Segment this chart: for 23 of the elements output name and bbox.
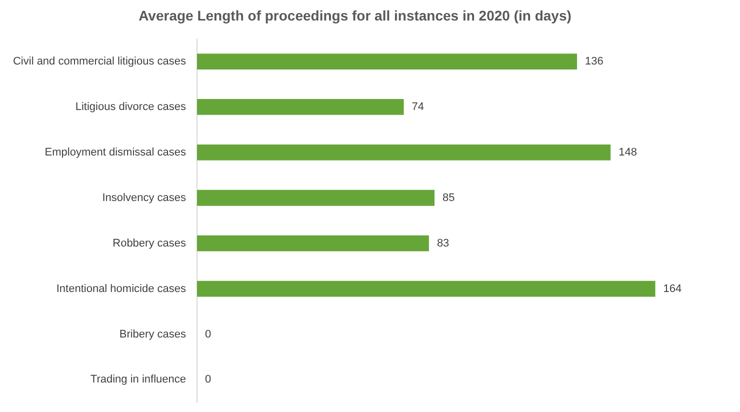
data-label: 136: [585, 56, 604, 68]
data-label: 148: [618, 146, 637, 158]
y-tick-label: Robbery cases: [112, 237, 186, 250]
data-label: 0: [205, 328, 212, 340]
y-tick-label: Bribery cases: [119, 328, 186, 340]
bar: [197, 54, 578, 70]
chart-title: Average Length of proceedings for all instances in 2020 (in days): [138, 7, 572, 24]
bar: [197, 99, 404, 115]
data-label: 74: [412, 101, 424, 114]
data-label: 164: [663, 282, 682, 295]
y-tick-label: Employment dismissal cases: [44, 146, 186, 158]
data-label: 0: [205, 374, 212, 386]
y-tick-label: Insolvency cases: [102, 192, 186, 204]
data-label: 85: [442, 192, 455, 204]
bar: [197, 235, 429, 252]
bar: [197, 144, 611, 160]
y-tick-label: Litigious divorce cases: [75, 101, 186, 114]
y-tick-label: Trading in influence: [90, 374, 186, 386]
bar: [197, 280, 656, 297]
data-label: 83: [436, 237, 450, 250]
bar: [197, 190, 435, 206]
y-tick-label: Civil and commercial litigious cases: [12, 56, 186, 68]
y-tick-label: Intentional homicide cases: [56, 282, 186, 295]
